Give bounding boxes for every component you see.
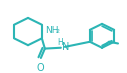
Text: O: O xyxy=(36,63,44,73)
Text: 2: 2 xyxy=(55,29,59,34)
Text: N: N xyxy=(62,42,69,52)
Text: NH: NH xyxy=(45,26,58,35)
Text: H: H xyxy=(57,38,63,47)
